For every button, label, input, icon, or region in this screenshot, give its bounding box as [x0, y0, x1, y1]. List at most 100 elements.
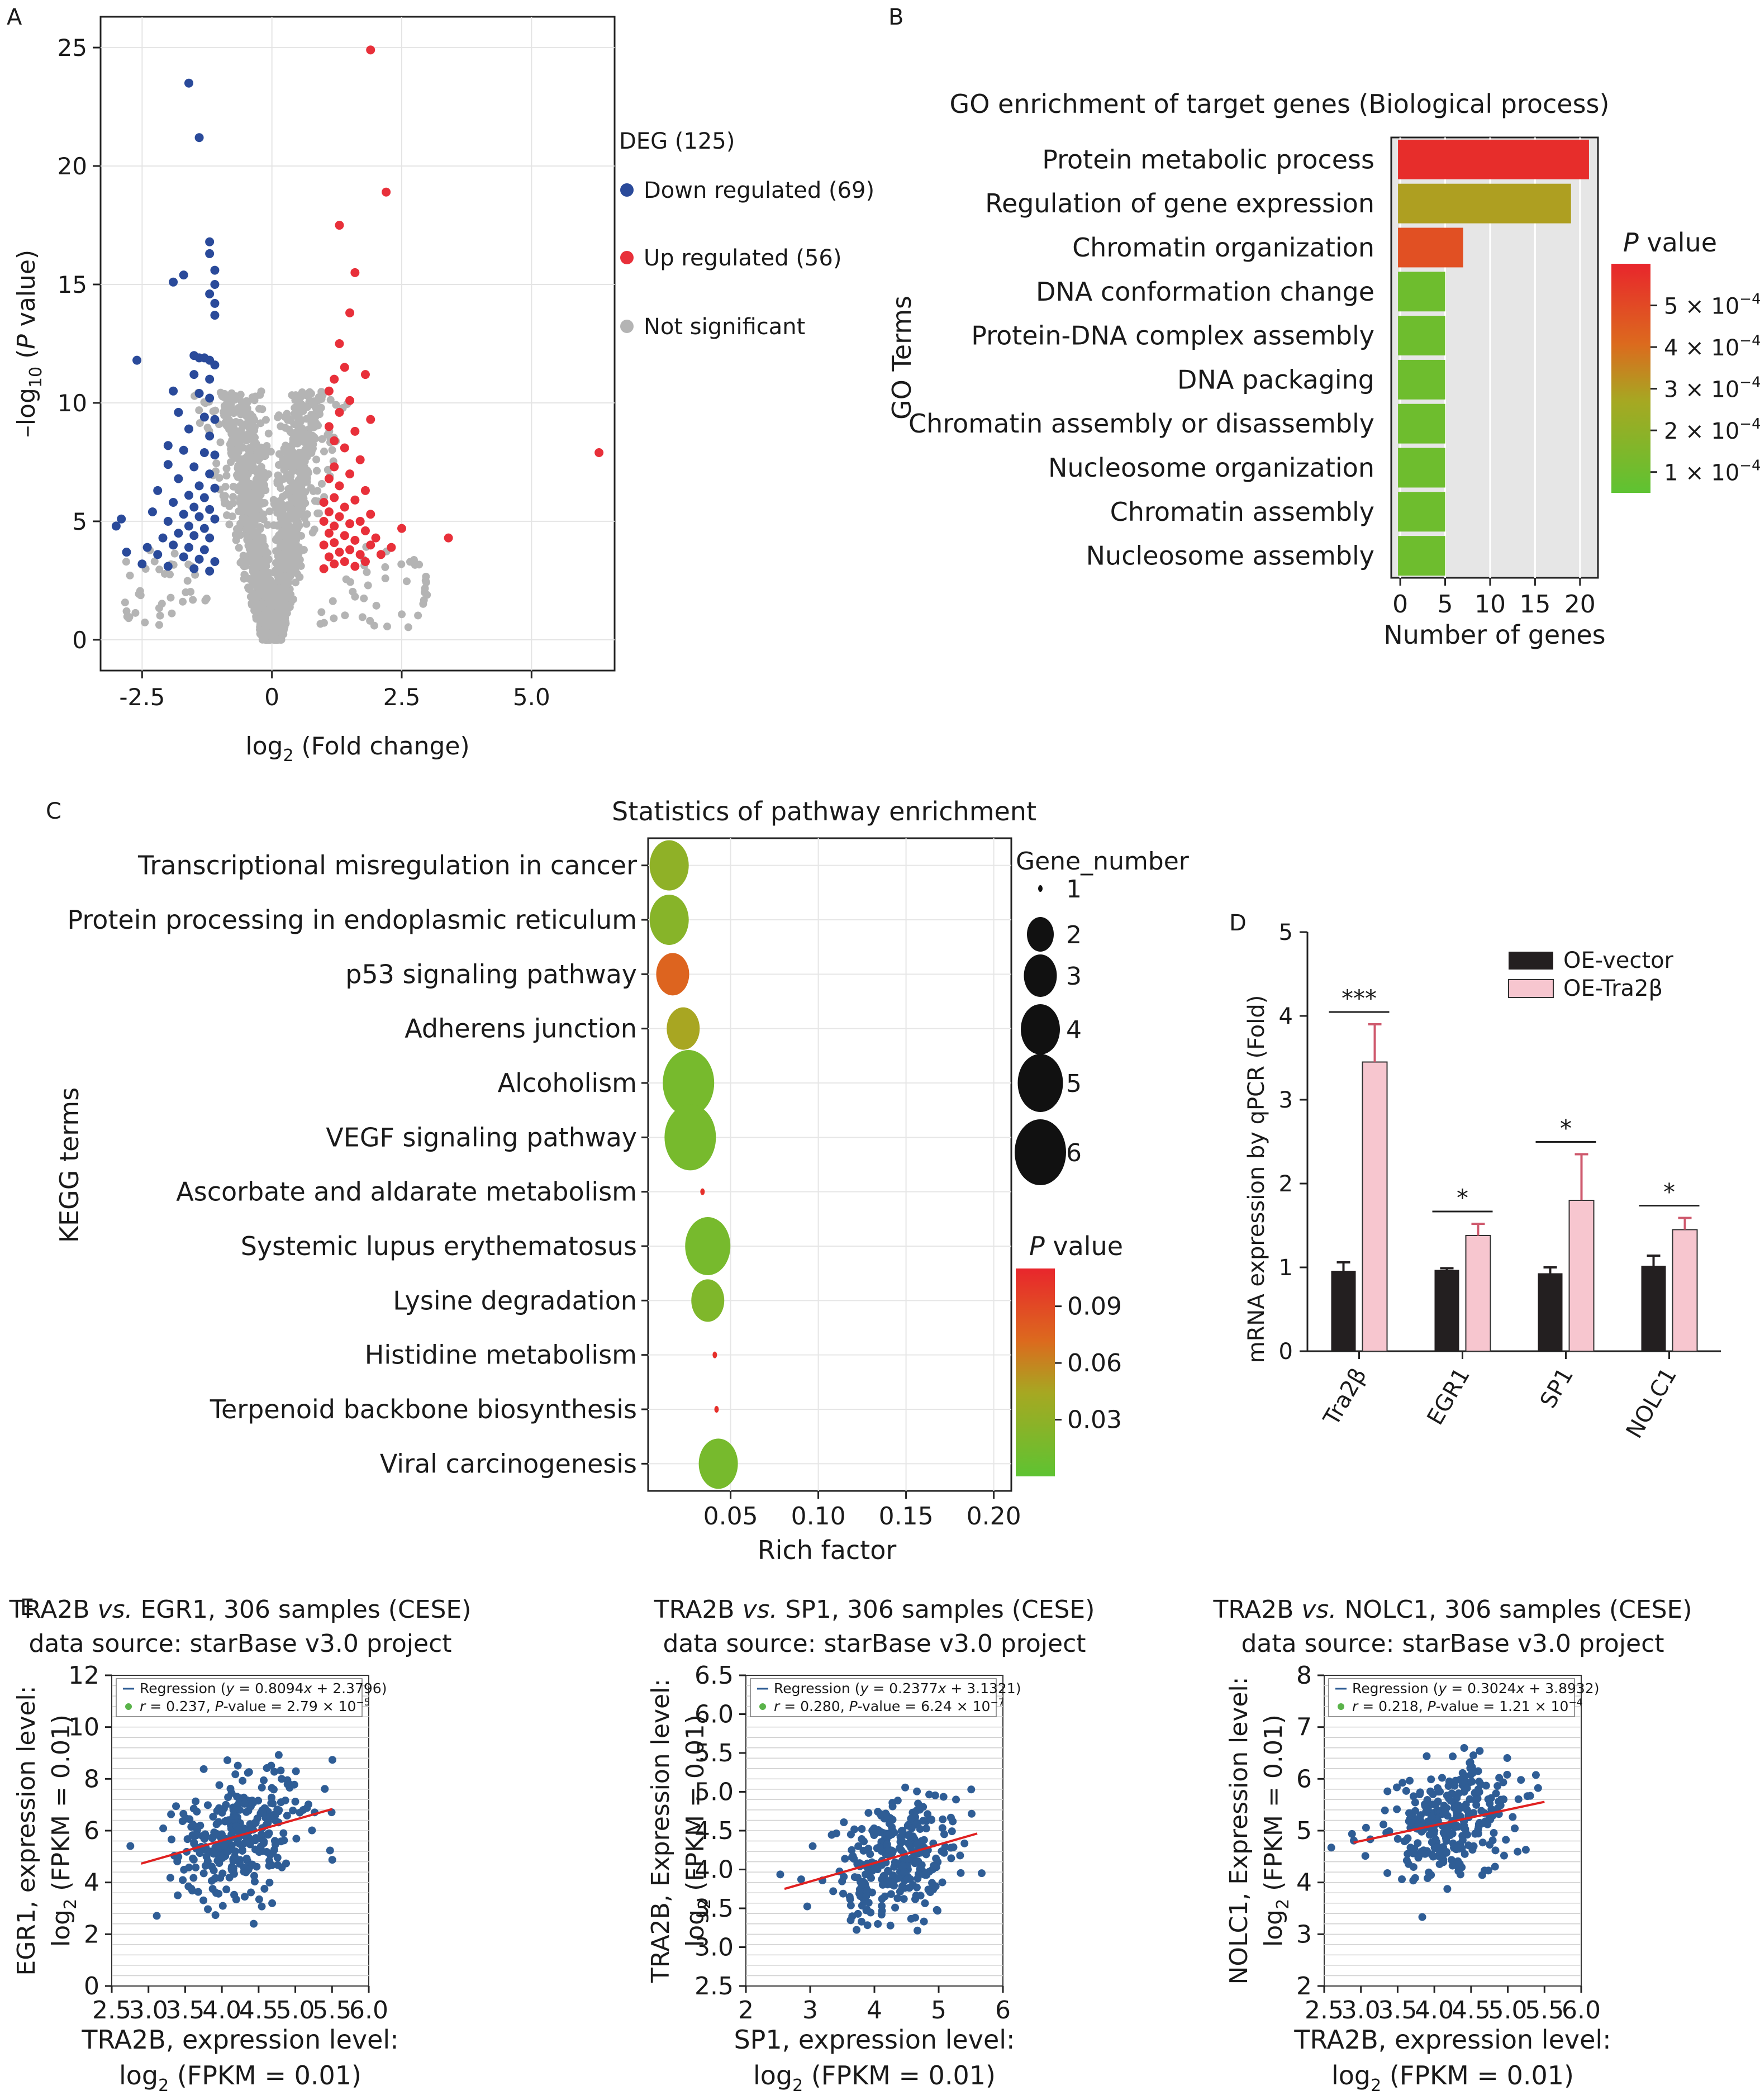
legend-tra2b-swatch [1508, 979, 1554, 998]
volcano-point-ns [227, 439, 235, 447]
corr-point [241, 1893, 249, 1901]
corr-point [1460, 1824, 1468, 1832]
volcano-point-ns [292, 578, 300, 587]
volcano-y-tick-label: 5 [72, 508, 87, 535]
volcano-point-up [355, 455, 365, 464]
volcano-point-up [360, 557, 370, 566]
corr-point [1434, 1797, 1442, 1806]
corr-point [860, 1837, 868, 1846]
corr-y-tick-label: 5.5 [695, 1739, 734, 1768]
corr-legend-stats: r = 0.280, P-value = 6.24 × 10−7 [774, 1697, 1005, 1714]
corr-x-tick-label: 6.0 [1562, 1996, 1601, 2025]
volcano-point-ns [303, 472, 311, 480]
volcano-point-up [335, 407, 344, 417]
corr-point [242, 1854, 251, 1863]
kegg-colorbar-gradient [1016, 1268, 1055, 1476]
corr-regression-line [784, 1832, 978, 1890]
volcano-point-ns [141, 618, 149, 626]
corr-point [258, 1783, 266, 1792]
volcano-point-ns [256, 572, 265, 581]
volcano-point-ns [341, 611, 349, 620]
qpcr-y-tick-label: 1 [1279, 1255, 1293, 1281]
corr-point [328, 1756, 336, 1764]
kegg-bubble [649, 895, 689, 945]
legend-part: = 0.3024 [1447, 1680, 1516, 1697]
volcano-point-down [184, 424, 193, 434]
corr-point [218, 1808, 226, 1817]
kegg-category-label: Alcoholism [498, 1068, 637, 1098]
qpcr-x-tick-label: SP1 [1535, 1363, 1578, 1413]
volcano-point-ns [288, 511, 297, 520]
kegg-category-label: p53 signaling pathway [345, 959, 637, 989]
volcano-point-ns [342, 575, 350, 583]
panel-letter-a: A [7, 4, 22, 30]
corr-point [203, 1801, 212, 1809]
volcano-point-up [324, 422, 334, 431]
corr-y-tick-label: 4.0 [695, 1856, 734, 1884]
corr-point [927, 1816, 936, 1824]
corr-point [229, 1864, 237, 1873]
corr-y-tick-label: 4 [84, 1869, 99, 1897]
corr-point [776, 1870, 784, 1879]
corr-point [907, 1824, 916, 1832]
corr-point [268, 1861, 276, 1869]
corr-point [1409, 1792, 1417, 1800]
corr-point [897, 1827, 906, 1835]
corr-point [901, 1783, 910, 1792]
volcano-point-ns [275, 612, 283, 621]
legend-part: + 3.8932) [1524, 1680, 1599, 1697]
tick-base: 2 × 10 [1664, 419, 1739, 444]
corr-point [1402, 1836, 1410, 1845]
corr-point [236, 1806, 244, 1814]
volcano-point-ns [274, 461, 283, 469]
volcano-point-ns [269, 521, 278, 530]
corr-point [222, 1885, 231, 1894]
kegg-category-label: Systemic lupus erythematosus [241, 1231, 637, 1261]
corr-y-label-line1: NOLC1, Expression level: [1225, 1676, 1253, 1984]
corr-y-tick-label: 8 [84, 1765, 99, 1793]
volcano-point-ns [155, 621, 163, 629]
volcano-point-ns [233, 434, 241, 442]
corr-point [900, 1895, 908, 1903]
corr-point [829, 1887, 838, 1895]
volcano-point-ns [283, 578, 292, 586]
kegg-bubble-chart: Statistics of pathway enrichment Transcr… [54, 796, 1190, 1565]
volcano-point-ns [222, 464, 231, 473]
legend-part: = 0.280, [779, 1698, 849, 1714]
corr-point [893, 1894, 902, 1903]
legend-up-marker [620, 251, 634, 264]
volcano-point-up [335, 548, 344, 557]
volcano-point-ns [264, 577, 272, 586]
corr-point [1405, 1860, 1413, 1868]
volcano-point-up [371, 533, 380, 543]
legend-part: r [1352, 1698, 1359, 1714]
corr-x-tick-label: 5.0 [1488, 1996, 1528, 2025]
corr-point [179, 1876, 187, 1884]
corr-point [212, 1830, 221, 1838]
kegg-bubble [714, 1406, 719, 1413]
volcano-point-down [163, 460, 173, 469]
kegg-size-legend: Gene_number 1 2 3 4 5 6 [1015, 847, 1190, 1185]
go-category-label: Nucleosome assembly [1086, 541, 1374, 571]
kegg-category-label: Transcriptional misregulation in cancer [137, 851, 637, 881]
corr-point [1449, 1752, 1457, 1761]
volcano-point-ns [272, 559, 280, 567]
corr-x-tick-label: 2.5 [92, 1996, 131, 2025]
corr-point [1503, 1770, 1511, 1779]
corr-x-tick-label: 2 [738, 1996, 754, 2025]
volcano-point-ns [275, 479, 283, 487]
corr-point [1362, 1823, 1370, 1832]
corr-point [274, 1861, 282, 1869]
volcano-point-ns [150, 557, 159, 566]
kegg-size-legend-marker [1021, 1004, 1060, 1054]
kegg-size-legend-label: 6 [1066, 1139, 1082, 1167]
legend-tra2b-label: OE-Tra2β [1563, 976, 1663, 1001]
corr-point [1409, 1876, 1417, 1885]
volcano-point-ns [326, 396, 335, 404]
kegg-category-label: Protein processing in endoplasmic reticu… [67, 905, 637, 935]
correlation-plot-nolc1: TRA2B vs. NOLC1, 306 samples (CESE) data … [1212, 1595, 1692, 2096]
volcano-point-down [179, 445, 188, 455]
corr-point [898, 1861, 907, 1870]
volcano-point-ns [291, 403, 299, 412]
